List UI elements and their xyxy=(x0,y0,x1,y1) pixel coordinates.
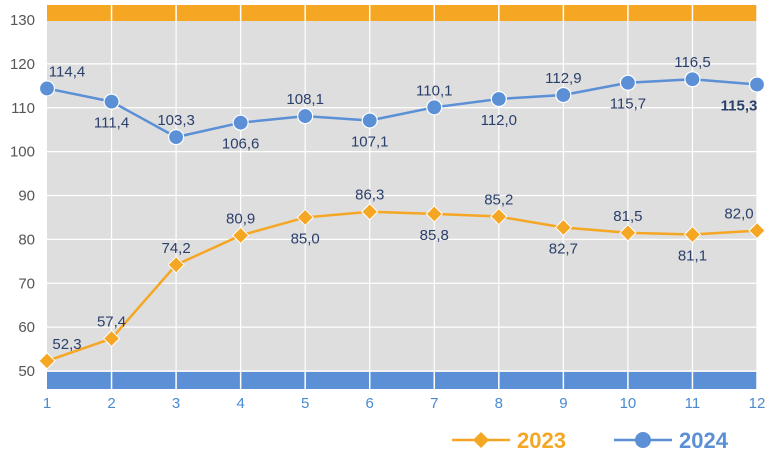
x-tick-label: 12 xyxy=(749,395,766,412)
data-point xyxy=(555,86,572,104)
data-label: 80,9 xyxy=(226,210,255,227)
data-point xyxy=(167,129,185,146)
x-tick-label: 9 xyxy=(559,395,567,412)
data-point xyxy=(103,93,120,110)
top-band xyxy=(47,5,757,21)
data-label: 86,3 xyxy=(355,187,384,204)
x-tick-label: 3 xyxy=(172,395,180,412)
series-2024 xyxy=(38,71,766,146)
x-tick-label: 4 xyxy=(236,395,244,412)
y-tick-label: 50 xyxy=(18,363,35,380)
y-tick-label: 80 xyxy=(18,231,35,248)
data-label: 85,8 xyxy=(420,227,449,244)
x-tick-label: 11 xyxy=(685,395,701,412)
data-point xyxy=(426,99,443,116)
legend-marker xyxy=(635,432,651,448)
data-label: 110,1 xyxy=(416,82,452,99)
bottom-band xyxy=(47,372,757,389)
series-line xyxy=(46,210,758,363)
data-point xyxy=(554,218,573,237)
data-point xyxy=(748,76,766,93)
data-label: 115,3 xyxy=(721,97,758,114)
x-axis-tick-labels: 1 2 3 4 5 6 7 8 9 10 11 12 xyxy=(43,395,766,412)
data-label: 57,4 xyxy=(97,314,126,331)
data-label: 115,7 xyxy=(610,96,646,113)
data-label: 107,1 xyxy=(351,133,389,150)
legend: 2023 2024 xyxy=(452,428,729,453)
data-label: 114,4 xyxy=(49,63,85,80)
x-tick-label: 6 xyxy=(366,395,374,412)
y-tick-label: 110 xyxy=(11,100,35,117)
data-labels-layer: 52,3 57,4 74,2 80,9 85,0 86,3 85,8 85,2 82,7 81,5… xyxy=(49,54,758,353)
x-tick-label: 7 xyxy=(430,395,438,412)
y-tick-label: 100 xyxy=(10,144,35,161)
data-label: 112,9 xyxy=(545,70,581,87)
x-tick-label: 5 xyxy=(301,395,309,412)
data-point xyxy=(684,71,701,88)
data-point xyxy=(38,80,56,97)
y-tick-label: 120 xyxy=(10,56,35,73)
data-label: 111,4 xyxy=(94,115,129,132)
data-point xyxy=(683,225,702,244)
data-label: 82,0 xyxy=(724,206,753,223)
legend-marker xyxy=(473,432,489,448)
y-tick-label: 60 xyxy=(18,319,35,336)
data-point xyxy=(361,112,378,129)
data-point xyxy=(748,221,766,240)
y-tick-label: 70 xyxy=(18,275,35,292)
data-point xyxy=(38,352,56,370)
data-label: 116,5 xyxy=(674,54,710,71)
data-label: 52,3 xyxy=(52,336,81,353)
series-line xyxy=(46,77,758,139)
data-label: 81,5 xyxy=(613,208,642,225)
series-2023 xyxy=(38,203,766,370)
y-tick-label: 130 xyxy=(10,12,35,29)
data-point xyxy=(296,208,314,227)
data-label: 74,2 xyxy=(161,240,190,257)
data-label: 108,1 xyxy=(286,91,324,108)
data-point xyxy=(232,114,249,131)
data-point xyxy=(297,107,314,125)
x-tick-label: 2 xyxy=(107,395,115,412)
data-label: 82,7 xyxy=(549,241,578,258)
legend-label: 2024 xyxy=(679,428,729,453)
legend-label: 2023 xyxy=(517,428,566,453)
data-label: 112,0 xyxy=(481,112,517,129)
data-point xyxy=(361,203,379,221)
y-axis-tick-labels: 50 60 70 80 90 100 110 120 130 xyxy=(10,12,35,380)
y-tick-label: 90 xyxy=(18,188,35,205)
data-label: 81,1 xyxy=(678,248,707,265)
x-tick-label: 10 xyxy=(620,395,637,412)
data-point xyxy=(490,207,508,226)
legend-item-2024: 2024 xyxy=(614,428,729,453)
legend-item-2023: 2023 xyxy=(452,428,566,453)
data-point xyxy=(425,205,443,223)
series-layer xyxy=(38,71,766,370)
data-point xyxy=(619,74,637,91)
bottom-band-dividers xyxy=(110,372,758,389)
data-label: 106,6 xyxy=(222,136,260,153)
x-tick-label: 1 xyxy=(43,395,51,412)
x-tick-label: 8 xyxy=(495,395,503,412)
data-point xyxy=(102,329,121,348)
data-point xyxy=(619,224,637,242)
data-point xyxy=(490,90,507,108)
data-point xyxy=(231,226,250,245)
data-label: 103,3 xyxy=(157,112,195,129)
data-point xyxy=(167,256,185,274)
top-band-dividers xyxy=(110,5,758,21)
data-label: 85,2 xyxy=(484,192,513,209)
data-label: 85,0 xyxy=(291,230,320,247)
